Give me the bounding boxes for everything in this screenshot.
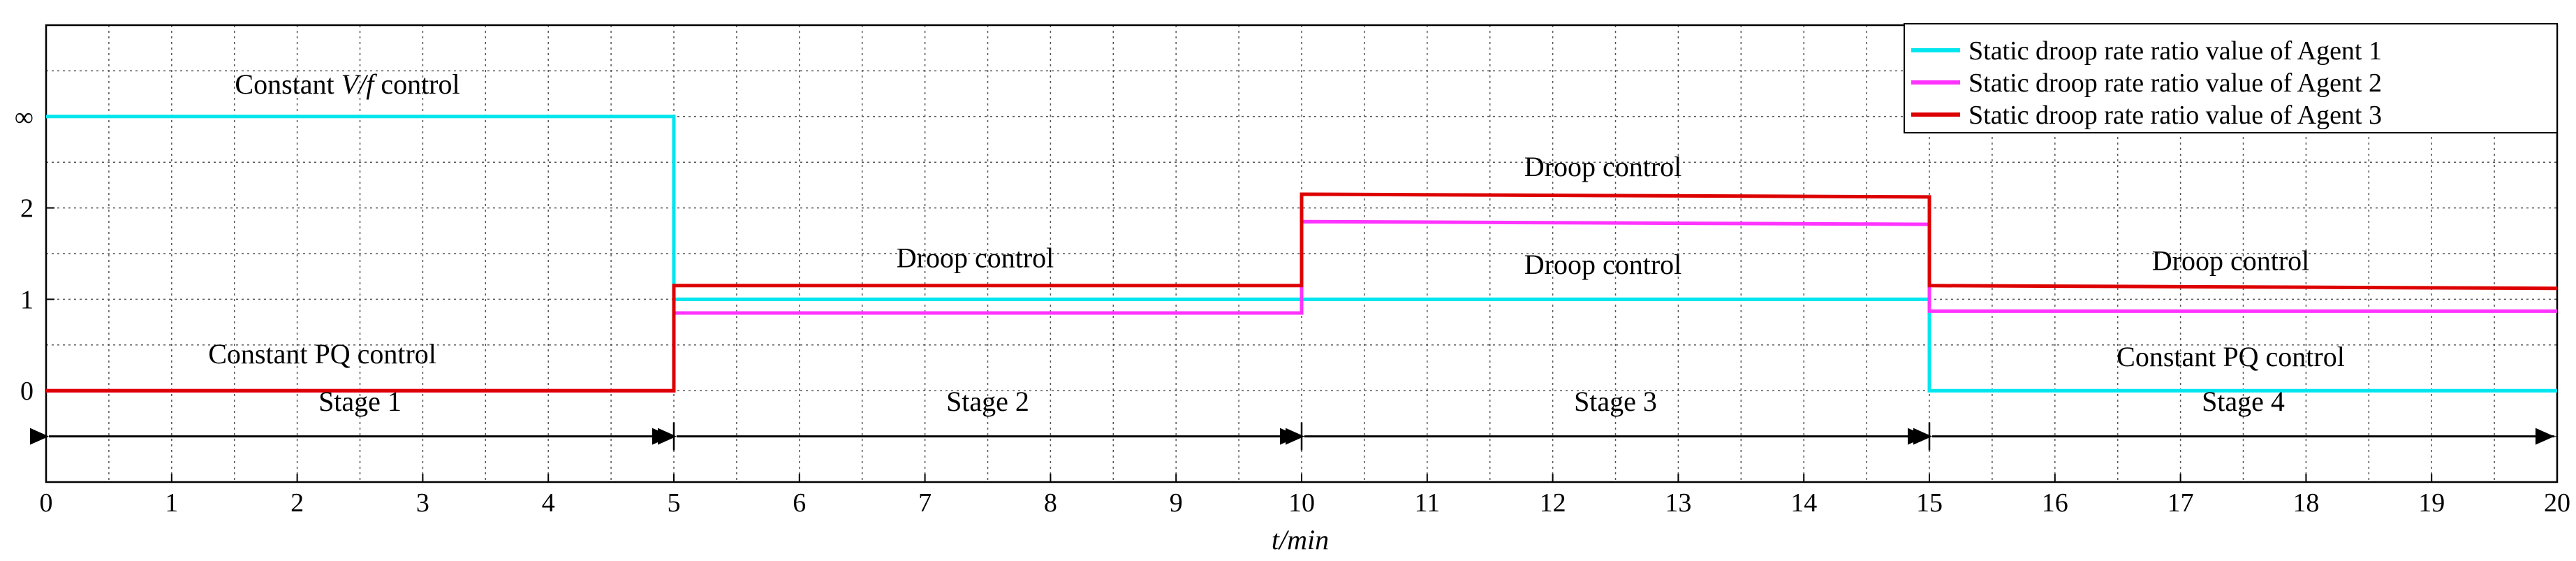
x-tick-label: 15	[1916, 488, 1943, 518]
x-tick-label: 8	[1044, 488, 1057, 518]
annotation-layer: Constant V/f control Constant PQ control D…	[208, 68, 2345, 372]
x-tick-label: 0	[40, 488, 53, 518]
y-tick-label: 1	[20, 285, 34, 314]
stage-label: Stage 3	[1574, 386, 1657, 417]
x-tick-label: 14	[1790, 488, 1817, 518]
control-mode-annotation: Constant PQ control	[208, 338, 436, 370]
series-line-agent-3	[46, 192, 2558, 393]
control-mode-annotation: Constant PQ control	[2117, 341, 2345, 372]
x-tick-label: 4	[542, 488, 555, 518]
x-tick-label: 11	[1415, 488, 1441, 518]
x-axis-label: t/min	[1272, 524, 1329, 555]
control-mode-annotation: Droop control	[1524, 151, 1682, 182]
x-tick-label: 6	[793, 488, 806, 518]
y-tick-label: 2	[20, 194, 34, 224]
legend-entry-agent-2: Static droop rate ratio value of Agent 2	[1968, 68, 2382, 98]
stage-layer: Stage 1 Stage 2 Stage 3 Stage 4	[30, 386, 2554, 451]
stage-label: Stage 1	[318, 386, 402, 417]
x-tick-label: 20	[2544, 488, 2570, 518]
control-mode-annotation: Droop control	[897, 242, 1054, 274]
control-mode-annotation: Droop control	[2152, 245, 2310, 277]
series-layer	[46, 115, 2558, 393]
x-tick-label: 3	[416, 488, 429, 518]
x-tick-label: 17	[2167, 488, 2194, 518]
x-tick-label: 12	[1540, 488, 1566, 518]
control-mode-annotation: Constant V/f control	[235, 68, 459, 100]
legend: Static droop rate ratio value of Agent 1…	[1904, 23, 2558, 133]
legend-entry-agent-3: Static droop rate ratio value of Agent 3	[1968, 101, 2382, 130]
legend-entry-agent-1: Static droop rate ratio value of Agent 1	[1968, 36, 2382, 66]
x-tick-label: 5	[668, 488, 681, 518]
stage-label: Stage 4	[2202, 386, 2285, 417]
x-tick-label: 7	[918, 488, 932, 518]
control-mode-annotation: Droop control	[1524, 249, 1682, 280]
x-tick-label: 19	[2418, 488, 2445, 518]
x-tick-label: 2	[290, 488, 304, 518]
stage-label: Stage 2	[946, 386, 1029, 417]
grid-layer	[46, 25, 2557, 482]
x-tick-label: 10	[1288, 488, 1315, 518]
x-tick-label: 1	[165, 488, 178, 518]
x-tick-label: 9	[1170, 488, 1183, 518]
x-tick-label: 18	[2292, 488, 2319, 518]
y-tick-label: 0	[20, 377, 34, 406]
y-tick-label: ∞	[15, 103, 34, 132]
x-tick-label: 13	[1665, 488, 1691, 518]
legend-box	[1904, 23, 2558, 133]
x-tick-label: 16	[2042, 488, 2068, 518]
